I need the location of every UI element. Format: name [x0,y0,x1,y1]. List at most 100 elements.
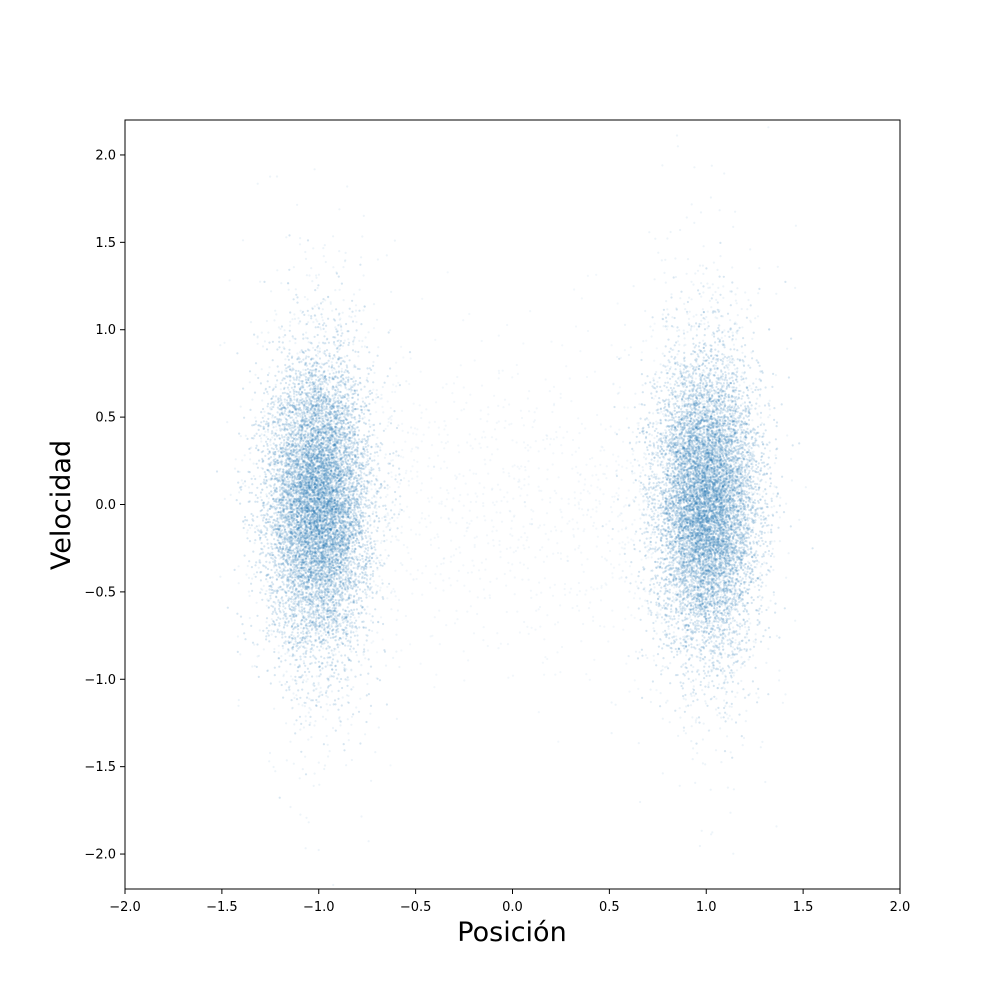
scatter-point [291,424,294,427]
scatter-point [253,434,256,437]
scatter-point [278,454,281,457]
scatter-point [285,689,288,692]
scatter-point [338,531,341,534]
scatter-point [299,655,302,658]
scatter-point [408,351,412,354]
scatter-point [328,376,331,379]
scatter-point [363,472,366,475]
scatter-point [362,446,365,449]
scatter-point [365,596,368,599]
scatter-point [359,597,363,600]
scatter-point [319,416,322,419]
scatter-point [277,370,280,373]
scatter-point [328,634,331,637]
scatter-point [362,456,365,459]
scatter-point [366,346,369,349]
scatter-point [351,436,354,439]
scatter-point [268,341,271,344]
scatter-point [353,543,356,547]
scatter-point [255,665,258,669]
scatter-point [371,459,374,462]
scatter-point [341,534,344,537]
scatter-point [243,480,247,483]
scatter-point [305,407,308,411]
scatter-point [365,499,368,502]
scatter-point [301,612,304,615]
scatter-point [265,420,268,423]
scatter-point [346,469,349,472]
scatter-point [263,392,266,395]
scatter-point [361,620,364,624]
scatter-point [281,529,284,532]
scatter-point [297,689,300,692]
scatter-point [331,553,334,556]
scatter-point [312,654,315,657]
scatter-point [215,470,219,473]
scatter-point [296,521,299,524]
scatter-point [302,358,305,361]
scatter-point [293,385,296,388]
scatter-point [335,361,338,364]
scatter-point [355,601,358,605]
scatter-point [256,643,259,646]
scatter-point [265,553,268,556]
scatter-point [279,382,282,385]
scatter-point [358,417,361,420]
scatter-point [276,379,279,382]
scatter-point [314,515,317,518]
scatter-point [336,618,339,621]
scatter-point [352,410,355,413]
scatter-point [287,358,290,361]
scatter-point [321,528,324,532]
scatter-point [338,446,341,449]
scatter-point [307,692,310,695]
scatter-point [399,479,403,482]
scatter-point [252,423,255,427]
scatter-point [282,602,285,605]
scatter-point [323,594,326,597]
scatter-point [278,624,281,627]
scatter-point [254,500,257,503]
scatter-point [315,364,318,367]
scatter-point [362,580,365,584]
scatter-point [296,631,299,635]
scatter-point [320,612,323,615]
scatter-point [294,605,297,608]
scatter-point [251,641,255,644]
scatter-point [350,577,353,580]
scatter-point [353,621,356,625]
scatter-point [348,560,351,563]
scatter-point [329,593,332,596]
scatter-point [331,508,334,511]
scatter-point [260,529,263,532]
scatter-point [389,422,393,425]
scatter-point [290,386,293,389]
scatter-point [284,659,287,662]
scatter-point [341,332,344,335]
scatter-point [355,402,358,406]
scatter-point [312,689,315,692]
scatter-point [298,566,301,569]
scatter-point [373,546,376,549]
scatter-point [339,344,342,347]
scatter-point [393,513,396,516]
scatter-point [371,433,374,436]
scatter-point [288,427,291,430]
scatter-point [259,571,262,574]
scatter-point [357,596,361,600]
scatter-point [337,689,340,693]
scatter-point [266,632,269,635]
scatter-point [344,654,347,657]
scatter-point [374,543,377,546]
scatter-point [299,658,302,661]
scatter-point [288,614,291,618]
scatter-point [325,571,329,574]
scatter-point [314,289,317,292]
scatter-point [367,372,370,375]
scatter-point [323,615,326,618]
scatter-point [337,365,340,368]
scatter-point [280,660,283,663]
scatter-point [284,363,287,367]
scatter-point [316,410,319,413]
scatter-point [292,376,295,379]
